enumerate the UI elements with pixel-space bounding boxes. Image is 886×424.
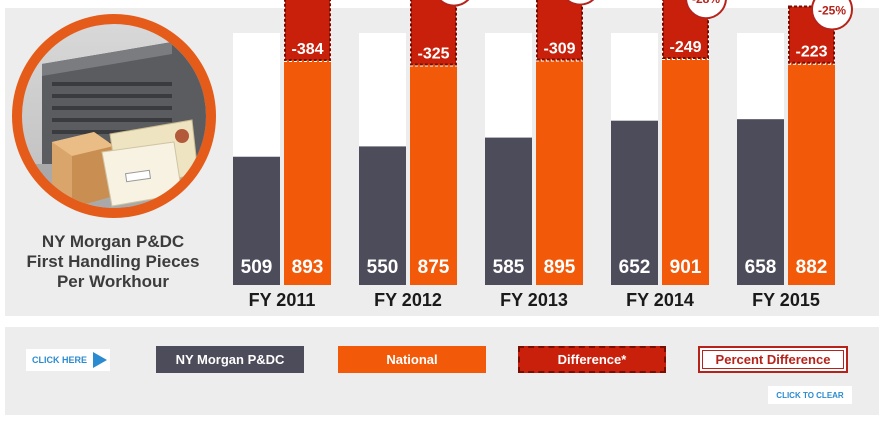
percent-badge-label: -28% <box>692 0 720 6</box>
bar-ny <box>359 146 406 285</box>
data-label-difference: -384 <box>291 41 323 58</box>
percent-badge-label: -25% <box>818 4 846 18</box>
legend-difference-button[interactable]: Difference* <box>518 346 666 373</box>
x-tick-label: FY 2015 <box>752 290 820 310</box>
bar-national <box>284 59 331 285</box>
chart-title-line-2: First Handling Pieces <box>26 252 200 271</box>
bar-national <box>662 57 709 286</box>
data-label-national: 895 <box>544 257 576 278</box>
chart-title-line-3: Per Workhour <box>56 272 170 291</box>
percent-badge <box>565 0 595 6</box>
bar-ny <box>611 120 658 285</box>
data-label-ny: 585 <box>493 257 525 278</box>
data-label-ny: 652 <box>619 257 651 278</box>
data-label-difference: -309 <box>543 40 575 57</box>
percent-badge <box>438 0 470 7</box>
bar-difference <box>410 0 457 66</box>
data-label-ny: 658 <box>745 257 777 278</box>
bar-national <box>788 62 835 286</box>
bar-difference <box>536 0 583 61</box>
data-label-difference: -325 <box>417 46 449 63</box>
arrow-right-icon <box>93 352 108 368</box>
bar-ny <box>233 156 280 285</box>
legend-percent-difference-button[interactable]: Percent Difference <box>698 346 848 373</box>
x-tick-label: FY 2014 <box>626 290 694 310</box>
data-label-difference: -249 <box>669 39 701 56</box>
legend-national-button[interactable]: National <box>338 346 486 373</box>
click-to-clear-button[interactable]: CLICK TO CLEAR <box>768 386 852 404</box>
percent-badge <box>811 0 853 31</box>
bar-difference <box>284 0 331 61</box>
data-label-ny: 509 <box>241 257 273 278</box>
chart-title-line-1: NY Morgan P&DC <box>41 232 185 251</box>
x-tick-label: FY 2012 <box>374 290 442 310</box>
click-here-label: CLICK HERE <box>32 355 88 365</box>
x-tick-label: FY 2013 <box>500 290 568 310</box>
bar-ny <box>485 137 532 285</box>
data-label-ny: 550 <box>367 257 399 278</box>
chart-title: NY Morgan P&DC First Handling Pieces Per… <box>20 232 206 292</box>
x-tick-label: FY 2011 <box>249 290 316 310</box>
data-label-national: 875 <box>418 257 450 278</box>
data-label-national: 882 <box>796 257 828 278</box>
percent-badge <box>685 0 727 20</box>
data-label-national: 901 <box>670 257 702 278</box>
legend-ny-button[interactable]: NY Morgan P&DC <box>156 346 304 373</box>
bar-ny <box>737 119 784 286</box>
click-here-button[interactable]: CLICK HERE <box>26 349 110 371</box>
data-label-difference: -223 <box>795 44 827 61</box>
bar-national <box>410 64 457 285</box>
data-label-national: 893 <box>292 257 324 278</box>
bar-national <box>536 59 583 286</box>
